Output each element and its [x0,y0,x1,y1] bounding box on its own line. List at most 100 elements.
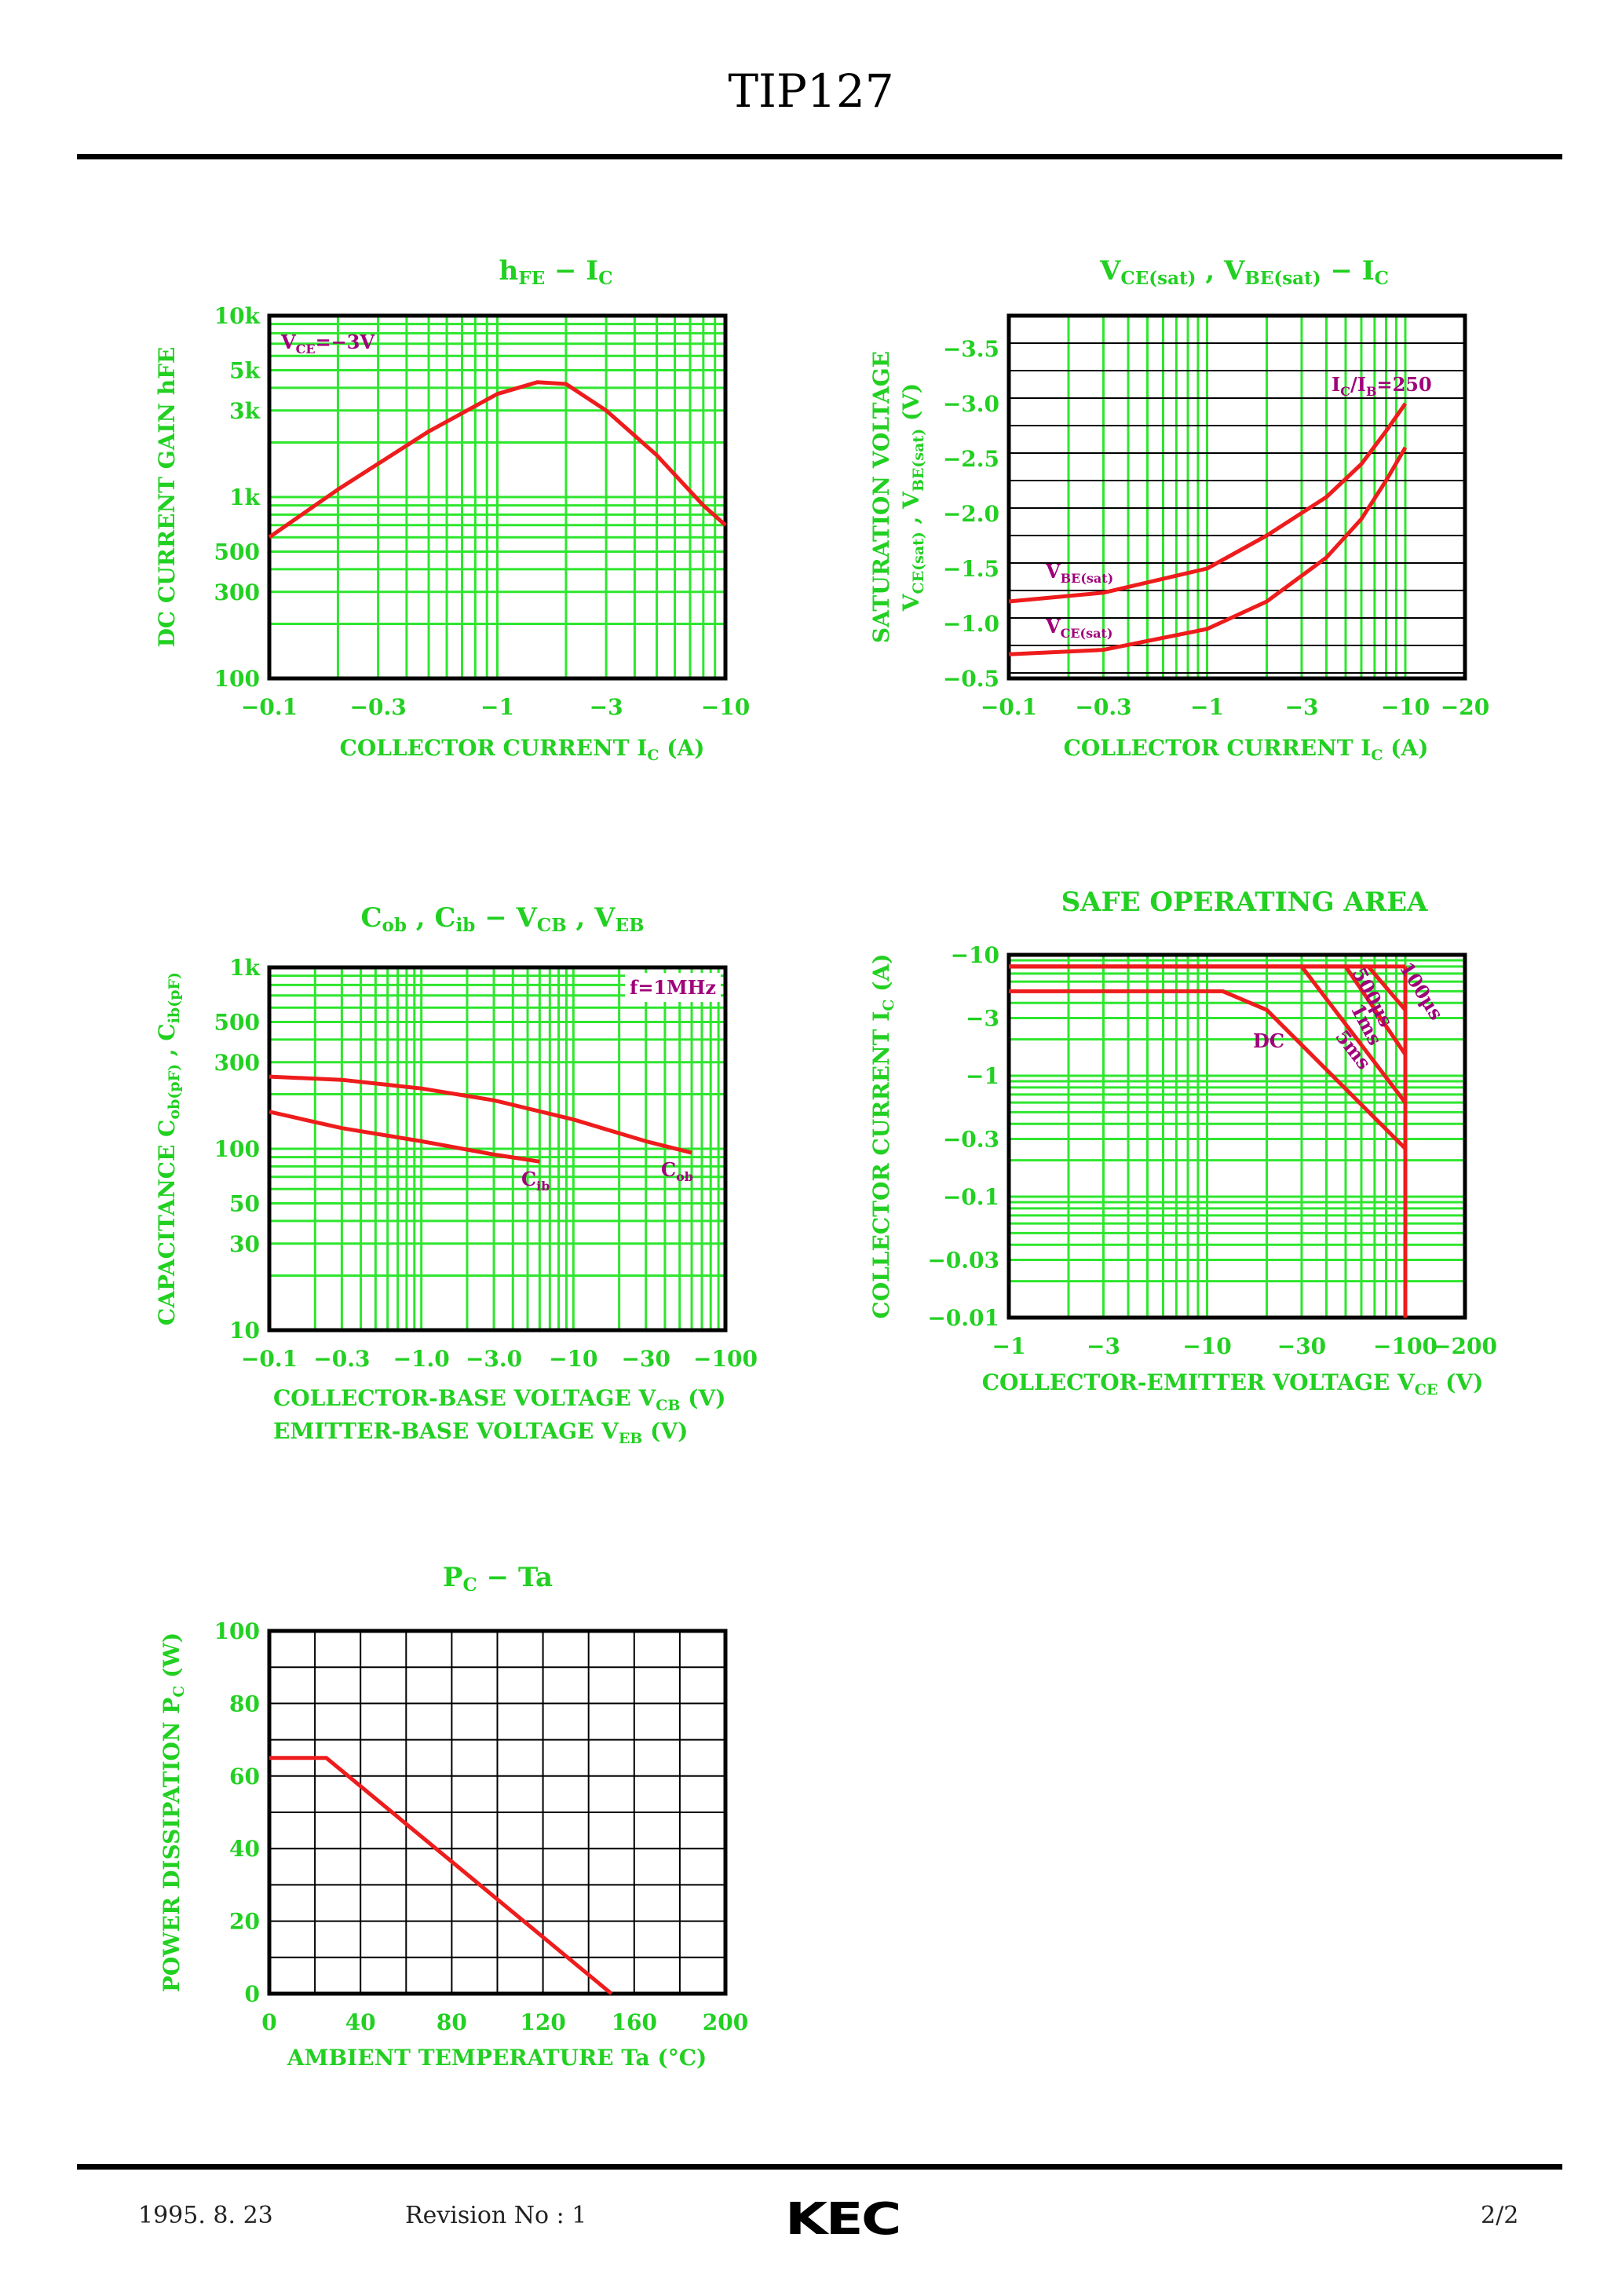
x-tick-label: −0.1 [241,1346,298,1372]
y-tick-label: 10k [214,303,261,329]
y-axis-label: COLLECTOR CURRENT IC (A) [868,954,897,1319]
x-tick-label: −3 [1284,694,1318,720]
x-tick-label: 0 [261,2009,276,2035]
y-tick-label: −2.0 [943,501,999,527]
plot-frame [267,313,728,681]
x-axis-label-2: EMITTER-BASE VOLTAGE VEB (V) [273,1418,688,1447]
y-axis-label: CAPACITANCE Cob(pF) , Cib(pF) [154,972,183,1325]
y-tick-label: 60 [229,1764,260,1790]
x-tick-label: −20 [1441,694,1489,720]
x-tick-label: −100 [1373,1333,1438,1359]
x-tick-label: 200 [703,2009,748,2035]
y-tick-label: 80 [229,1691,260,1717]
y-tick-label: 500 [214,539,260,565]
x-tick-label: −1 [992,1333,1026,1359]
x-tick-label: −1 [480,694,514,720]
series-VCE(sat) [1008,446,1408,656]
series-Cib [269,1110,540,1164]
x-tick-label: 40 [345,2009,376,2035]
x-axis-label: AMBIENT TEMPERATURE Ta (°C) [287,2045,707,2071]
chart-cap-v: −0.1 −0.3 −1.0 −3.0 −10 −30 −100 1k 500 300 100 50 3… [154,902,758,1447]
x-axis-label: COLLECTOR-EMITTER VOLTAGE VCE (V) [982,1369,1484,1398]
chart-title: Cob , Cib − VCB , VEB [360,902,644,936]
y-tick-label: 30 [229,1231,260,1257]
y-axis-label: DC CURRENT GAIN hFE [154,347,180,648]
y-tick-label: 50 [229,1191,260,1217]
y-tick-label: −0.1 [943,1184,999,1210]
annotation-label: VBE(sat) [1045,560,1113,586]
x-tick-label: −0.3 [350,694,407,720]
annotation-label: VCE=−3V [280,331,374,356]
plot-frame [1006,952,1467,1320]
y-tick-label: −1.5 [943,556,999,582]
x-tick-label: −10 [1381,694,1430,720]
x-tick-label: −30 [622,1346,670,1372]
plot-frame [267,965,728,1333]
x-axis-label: COLLECTOR CURRENT IC (A) [1064,735,1429,764]
series-DC [1009,989,1407,1150]
y-tick-label: −0.01 [927,1305,999,1331]
x-tick-label: −10 [701,694,750,720]
header-rule [77,154,1562,159]
annotation-label: Cob [661,1158,693,1184]
y-tick-label: −1 [966,1063,999,1089]
x-axis-label: COLLECTOR-BASE VOLTAGE VCB (V) [273,1385,725,1414]
series-Pc [269,1756,613,1995]
x-tick-label: 160 [612,2009,657,2035]
annotation-label: VCE(sat) [1045,615,1112,641]
x-tick-label: −0.3 [313,1346,370,1372]
annotation-label: IC/IB=250 [1332,373,1432,399]
series-Cob [269,1074,692,1155]
x-axis-label: COLLECTOR CURRENT IC (A) [340,735,705,764]
x-tick-label: −100 [693,1346,758,1372]
y-tick-label: 1k [229,955,260,981]
kec-logo: KEC [785,2194,901,2245]
plot-frame [1006,313,1467,681]
chart-title: PC − Ta [443,1562,553,1596]
footer-page: 2/2 [1481,2202,1519,2229]
y-tick-label: 100 [214,1618,260,1644]
y-tick-label: −0.03 [927,1248,999,1274]
x-tick-label: −3.0 [466,1346,522,1372]
chart-title: hFE − IC [499,255,613,289]
y-tick-label: 0 [245,1981,260,2007]
x-tick-label: 120 [520,2009,565,2035]
x-tick-label: −3 [1087,1333,1120,1359]
y-axis-label: POWER DISSIPATION PC (W) [159,1632,188,1992]
annotation-bg [625,973,721,1002]
y-tick-label: −1.0 [943,611,999,637]
chart-vsat-ic: −0.1 −0.3 −1 −3 −10 −20 −3.5 −3.0 −2.5 −2.0 −1.5 −1… [868,255,1489,764]
chart-title: VCE(sat) , VBE(sat) − IC [1099,255,1389,289]
y-tick-label: −3.5 [943,336,999,362]
annotation-label: DC [1253,1029,1284,1052]
x-tick-label: −0.1 [241,694,298,720]
chart-hfe-ic: −0.1 −0.3 −1 −3 −10 10k 5k 3k 1k 500 300 100 hFE − I… [154,255,750,764]
chart-title: SAFE OPERATING AREA [1061,887,1428,918]
y-tick-label: 300 [214,579,260,605]
y-tick-label: −10 [951,942,999,968]
y-tick-label: −2.5 [943,446,999,472]
y-axis-label: SATURATION VOLTAGE [868,351,894,643]
y-tick-label: 3k [229,398,260,424]
x-tick-label: −10 [549,1346,597,1372]
x-tick-label: −10 [1182,1333,1231,1359]
annotation-label: Cib [521,1168,550,1194]
y-tick-label: 100 [214,1136,260,1162]
series-VCE=-3V [268,380,727,539]
y-axis-label-2: VCE(sat) , VBE(sat) (V) [898,383,927,612]
x-tick-label: −200 [1433,1333,1497,1359]
x-tick-label: −3 [590,694,623,720]
y-tick-label: −0.5 [943,666,999,692]
x-tick-label: −0.3 [1075,694,1131,720]
page-title: TIP127 [728,64,894,118]
footer-date: 1995. 8. 23 [138,2202,273,2229]
chart-soa: −1 −3 −10 −30 −100−200 −10 −3 −1 −0.3 −0.1 −0.03 −0… [868,887,1497,1398]
y-tick-label: 300 [214,1050,260,1076]
plot-frame [267,1629,728,1996]
y-tick-label: 100 [214,666,260,692]
x-tick-label: −0.1 [981,694,1037,720]
x-tick-label: −30 [1277,1333,1326,1359]
y-tick-label: −0.3 [943,1127,999,1153]
series-VBE(sat) [1008,402,1408,604]
